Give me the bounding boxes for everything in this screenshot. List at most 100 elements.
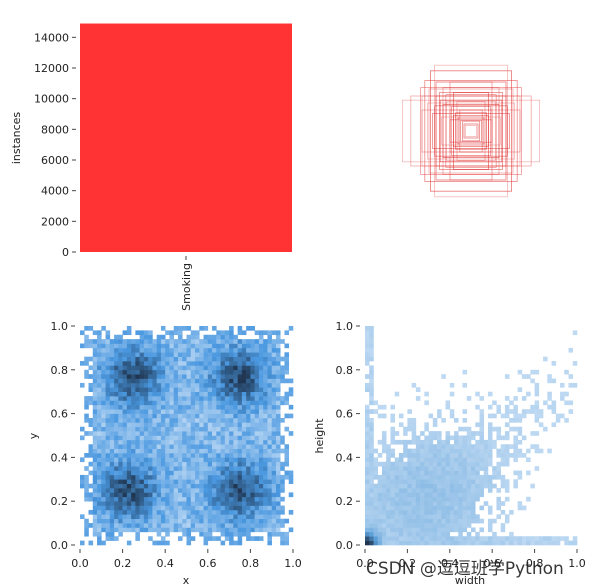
heat-cell (280, 505, 285, 511)
heat-cell (500, 435, 506, 441)
heat-cell (143, 527, 149, 533)
heat-cell (428, 461, 434, 467)
heat-cell (97, 409, 102, 414)
heat-cell (101, 374, 106, 379)
heat-cell (284, 361, 290, 366)
heat-cell (254, 352, 260, 357)
heat-cell (165, 488, 170, 493)
heat-cell (105, 444, 111, 449)
heat-cell (195, 514, 200, 520)
heat-cell (186, 413, 192, 419)
heat-cell (390, 514, 395, 520)
heat-cell (190, 509, 196, 515)
heat-cell (415, 496, 421, 502)
heat-cell (220, 474, 226, 480)
heat-cell (258, 448, 264, 454)
heat-cell (169, 334, 175, 340)
heat-cell (216, 347, 221, 353)
heat-cell (517, 439, 523, 445)
heat-cell (216, 365, 221, 371)
heat-cell (246, 343, 251, 349)
heat-cell (475, 461, 480, 467)
heat-cell (543, 540, 548, 546)
heat-cell (229, 356, 234, 362)
heat-cell (139, 474, 145, 480)
heat-cell (135, 466, 140, 471)
heat-cell (365, 444, 370, 449)
heat-cell (169, 444, 175, 449)
heat-cell (381, 505, 387, 511)
heat-cell (126, 496, 132, 502)
heat-cell (458, 496, 463, 502)
heat-cell (237, 330, 243, 336)
heat-cell (441, 536, 446, 541)
heat-cell (241, 343, 247, 349)
heat-cell (471, 527, 476, 533)
heat-cell (250, 483, 255, 489)
heat-cell (152, 479, 157, 484)
heat-cell (126, 540, 132, 546)
heat-cell (212, 514, 217, 520)
heat-cell (224, 391, 230, 397)
heat-cell (212, 365, 217, 371)
heat-cell (182, 474, 187, 480)
heat-cell (267, 505, 272, 511)
heat-cell (173, 413, 179, 419)
heat-cell (152, 413, 157, 419)
heat-cell (471, 540, 476, 546)
heat-cell (88, 431, 94, 436)
heat-cell (165, 369, 170, 375)
heat-cell (135, 448, 140, 454)
x-tick-label: 0.4 (441, 557, 459, 570)
heat-cell (407, 409, 412, 414)
heat-cell (284, 536, 290, 541)
heat-cell (445, 492, 451, 498)
heat-cell (415, 518, 421, 524)
heat-cell (365, 518, 370, 524)
heat-cell (229, 426, 234, 432)
heat-cell (458, 483, 463, 489)
heat-cell (131, 361, 136, 366)
heat-cell (143, 431, 149, 436)
bar-y-axis-label: instances (10, 112, 23, 165)
heat-cell (135, 479, 140, 484)
heat-cell (233, 396, 238, 401)
heat-cell (258, 453, 264, 458)
heat-cell (246, 470, 251, 476)
heat-cell (403, 470, 408, 476)
heat-cell (152, 365, 157, 371)
heat-cell (131, 470, 136, 476)
heat-cell (500, 461, 506, 467)
heat-cell (135, 505, 140, 511)
heat-cell (271, 448, 277, 454)
heat-cell (182, 391, 187, 397)
heat-cell (135, 457, 140, 463)
heat-cell (365, 343, 370, 349)
heat-cell (369, 523, 374, 528)
heat-cell (250, 361, 255, 366)
heat-cell (203, 505, 209, 511)
heat-cell (237, 400, 243, 406)
heat-cell (88, 422, 94, 428)
heat-cell (122, 488, 128, 493)
heat-cell (220, 417, 226, 423)
heat-cell (139, 426, 145, 432)
heat-cell (182, 461, 187, 467)
heat-cell (280, 479, 285, 484)
heat-cell (420, 514, 425, 520)
heat-cell (182, 514, 187, 520)
heat-cell (148, 361, 153, 366)
xy-heatmap-panel: 0.0 0.2 0.4 0.6 0.8 1.0 0.00.20.40.60.81.0 x … (27, 320, 302, 586)
heat-cell (509, 426, 514, 432)
heat-cell (152, 391, 157, 397)
heat-cell (101, 365, 106, 371)
heat-cell (496, 514, 501, 520)
heat-cell (160, 518, 166, 524)
heat-cell (411, 435, 417, 441)
heat-cell (207, 409, 213, 414)
heat-cell (114, 509, 119, 515)
heat-cell (143, 369, 149, 375)
heat-cell (487, 461, 493, 467)
heat-cell (492, 540, 497, 546)
heat-cell (445, 514, 451, 520)
